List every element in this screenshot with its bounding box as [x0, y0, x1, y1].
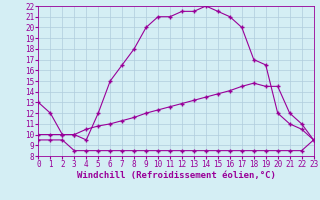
X-axis label: Windchill (Refroidissement éolien,°C): Windchill (Refroidissement éolien,°C) [76, 171, 276, 180]
